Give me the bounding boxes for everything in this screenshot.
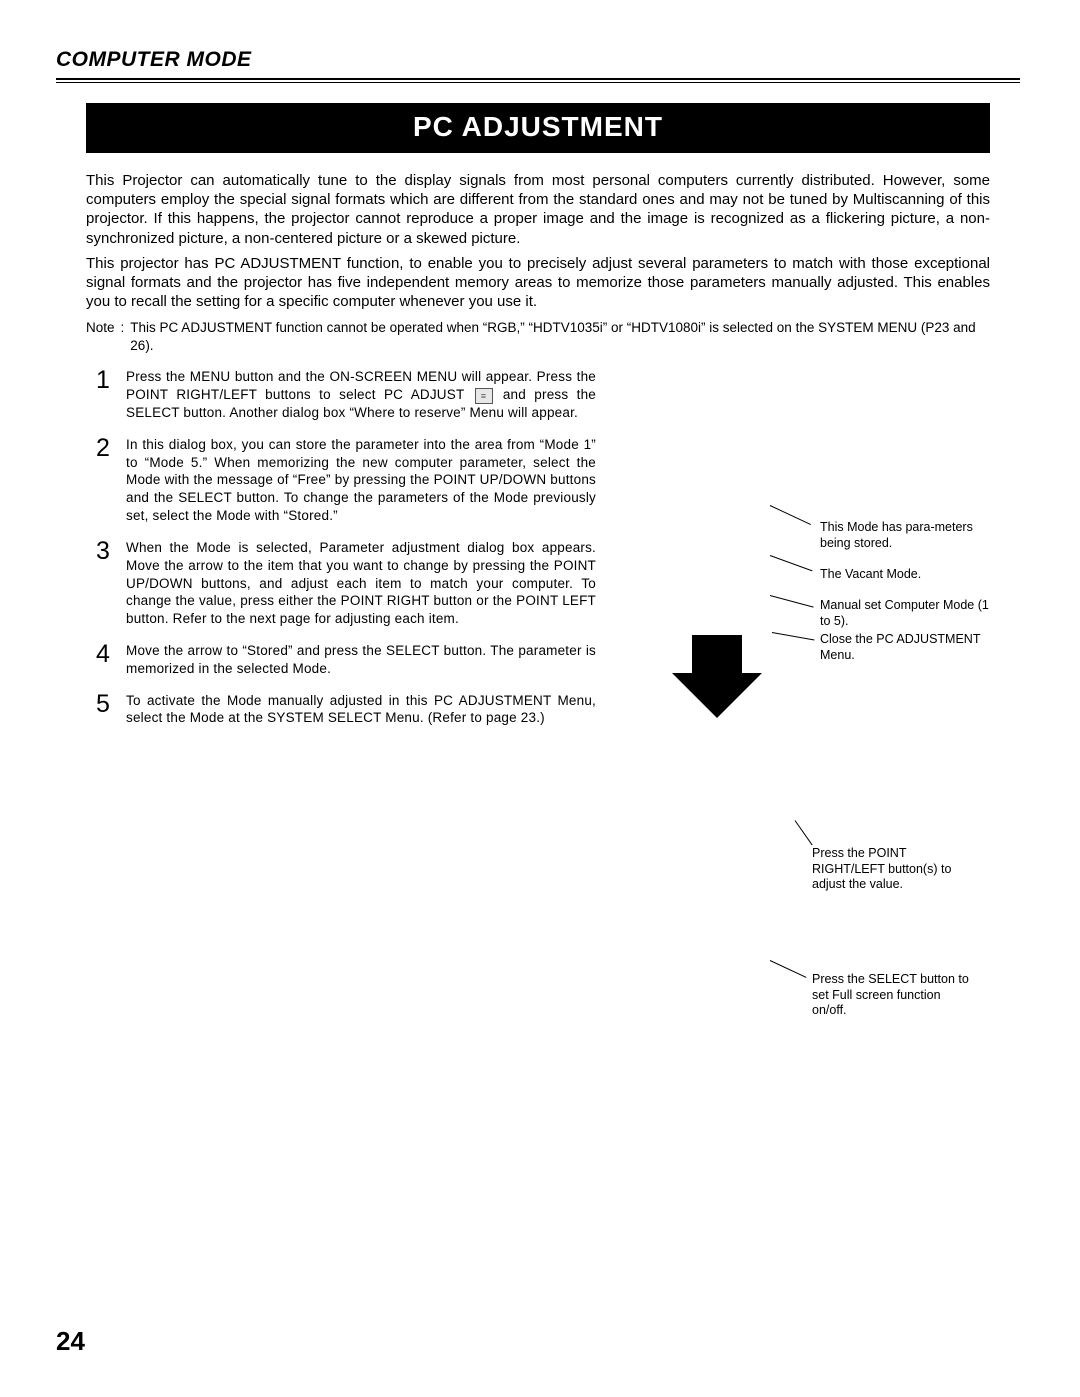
step-5: 5 To activate the Mode manually adjusted…: [96, 692, 596, 728]
step-number: 1: [96, 368, 126, 421]
step-text: To activate the Mode manually adjusted i…: [126, 692, 596, 728]
section-header: COMPUTER MODE: [56, 48, 1020, 72]
step-1: 1 Press the MENU button and the ON-SCREE…: [96, 368, 596, 421]
arrow-stem: [692, 635, 742, 675]
page-banner: PC ADJUSTMENT: [86, 103, 990, 153]
step-number: 4: [96, 642, 126, 678]
step-text: In this dialog box, you can store the pa…: [126, 436, 596, 525]
leader-line: [795, 820, 813, 845]
step-number: 5: [96, 692, 126, 728]
step-number: 2: [96, 436, 126, 525]
note-label: Note: [86, 319, 115, 354]
intro-paragraph-2: This projector has PC ADJUSTMENT functio…: [86, 254, 990, 312]
step-number: 3: [96, 539, 126, 628]
step-2: 2 In this dialog box, you can store the …: [96, 436, 596, 525]
leader-line: [770, 960, 807, 978]
leader-line: [770, 555, 813, 571]
leader-line: [770, 505, 811, 525]
page-number: 24: [56, 1326, 85, 1357]
annotation-manual-mode: Manual set Computer Mode (1 to 5).: [820, 598, 990, 629]
arrow-head-icon: [672, 673, 762, 718]
step-3: 3 When the Mode is selected, Parameter a…: [96, 539, 596, 628]
note-body: This PC ADJUSTMENT function cannot be op…: [130, 319, 990, 354]
step-4: 4 Move the arrow to “Stored” and press t…: [96, 642, 596, 678]
annotation-select-button: Press the SELECT button to set Full scre…: [812, 972, 972, 1019]
step-text: When the Mode is selected, Parameter adj…: [126, 539, 596, 628]
pc-adjust-icon: ≡: [475, 388, 493, 404]
annotation-point-buttons: Press the POINT RIGHT/LEFT button(s) to …: [812, 846, 962, 893]
leader-line: [770, 595, 814, 608]
note-row: Note : This PC ADJUSTMENT function canno…: [86, 319, 990, 354]
step-text: Press the MENU button and the ON-SCREEN …: [126, 368, 596, 421]
leader-line: [772, 632, 815, 640]
annotation-vacant-mode: The Vacant Mode.: [820, 567, 990, 583]
note-colon: :: [115, 319, 131, 354]
step-text: Move the arrow to “Stored” and press the…: [126, 642, 596, 678]
intro-paragraph-1: This Projector can automatically tune to…: [86, 171, 990, 248]
steps-list: 1 Press the MENU button and the ON-SCREE…: [96, 368, 596, 727]
header-rule: [56, 78, 1020, 83]
annotation-close-menu: Close the PC ADJUSTMENT Menu.: [820, 632, 990, 663]
annotation-stored-mode: This Mode has para-meters being stored.: [820, 520, 990, 551]
